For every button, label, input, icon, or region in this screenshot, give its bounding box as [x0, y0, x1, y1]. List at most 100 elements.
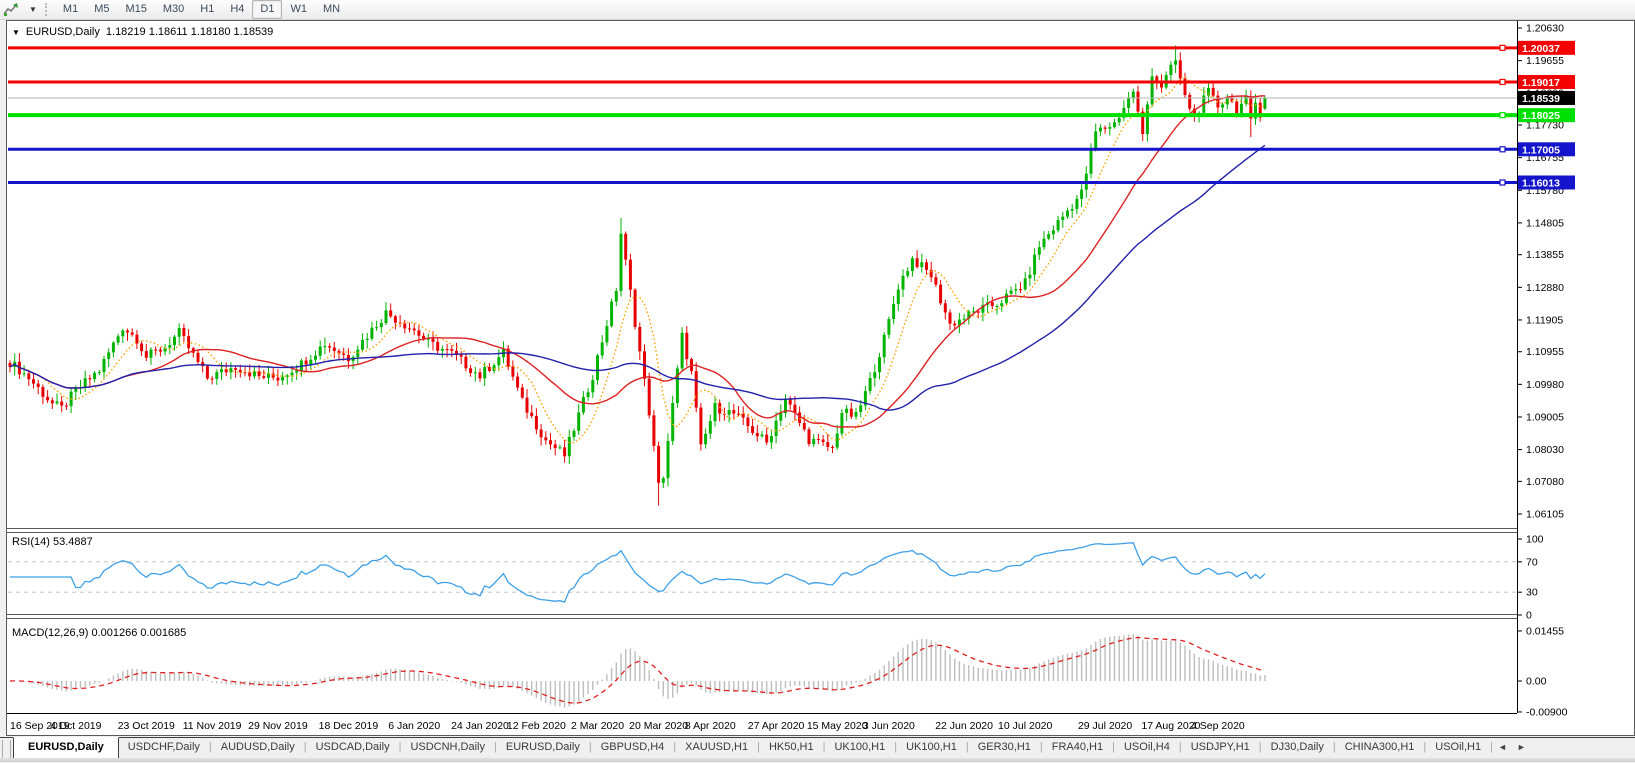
- chart-tab-gbpusd-h4[interactable]: GBPUSD,H4: [600, 741, 665, 753]
- svg-text:10 Jul 2020: 10 Jul 2020: [998, 720, 1052, 732]
- chart-tab-fra40-h1[interactable]: FRA40,H1: [1051, 741, 1104, 753]
- chart-tab-uk100-h1[interactable]: UK100,H1: [834, 741, 886, 753]
- tab-separator: |: [822, 741, 826, 753]
- toolbar-grip[interactable]: [44, 3, 47, 16]
- svg-text:1.20630: 1.20630: [1526, 23, 1564, 35]
- collapse-chart-icon[interactable]: ▼: [12, 27, 20, 37]
- tab-separator: |: [1178, 741, 1182, 753]
- svg-text:1.17005: 1.17005: [1522, 144, 1560, 156]
- svg-text:29 Jul 2020: 29 Jul 2020: [1078, 720, 1132, 732]
- chart-tab-usoil-h1[interactable]: USOil,H1: [1435, 741, 1482, 753]
- tab-separator: |: [494, 741, 497, 753]
- svg-text:1.16013: 1.16013: [1522, 177, 1560, 189]
- tab-separator: |: [673, 741, 677, 753]
- svg-text:0.00: 0.00: [1526, 676, 1547, 688]
- svg-text:1.09980: 1.09980: [1526, 379, 1564, 391]
- svg-text:1.19017: 1.19017: [1522, 77, 1560, 89]
- chart-tab-ger30-h1[interactable]: GER30,H1: [977, 741, 1031, 753]
- rsi-axis-ticks: 100 70 30 0: [1517, 534, 1544, 622]
- svg-text:2 Mar 2020: 2 Mar 2020: [571, 720, 624, 732]
- timeframe-button-h4[interactable]: H4: [230, 3, 245, 15]
- svg-text:1.07080: 1.07080: [1526, 476, 1564, 488]
- chart-tab-eurusd-daily[interactable]: EURUSD,Daily: [505, 741, 580, 753]
- timeframe-button-mn[interactable]: MN: [322, 3, 341, 15]
- status-strip: [0, 758, 1635, 762]
- svg-text:1.18539: 1.18539: [1522, 93, 1560, 105]
- tabs-scroll-left-icon[interactable]: ◄: [1497, 742, 1507, 752]
- chart-tab-hk50-h1[interactable]: HK50,H1: [768, 741, 814, 753]
- chart-tab-usdcad-daily[interactable]: USDCAD,Daily: [315, 741, 390, 753]
- chart-title-bar: ▼ EURUSD,Daily 1.18219 1.18611 1.18180 1…: [12, 26, 273, 38]
- svg-text:11 Nov 2019: 11 Nov 2019: [183, 720, 242, 732]
- fast-ma-line: [9, 76, 1265, 444]
- chart-tab-dj30-daily[interactable]: DJ30,Daily: [1270, 741, 1324, 753]
- indicator-arrow-icon[interactable]: [0, 1, 23, 18]
- price-chart-canvas[interactable]: 1.206301.196551.186801.177301.167551.157…: [0, 19, 1635, 737]
- svg-text:20 Mar 2020: 20 Mar 2020: [629, 720, 688, 732]
- svg-text:100: 100: [1526, 534, 1544, 546]
- tab-separator: |: [965, 741, 969, 753]
- timeframe-button-h1[interactable]: H1: [200, 3, 215, 15]
- chart-tab-uk100-h1[interactable]: UK100,H1: [906, 741, 957, 753]
- price-level-resistance-1.19017[interactable]: 1.19017: [8, 74, 1575, 89]
- chart-tab-eurusd-daily[interactable]: EURUSD,Daily: [13, 737, 119, 761]
- svg-text:4 Sep 2020: 4 Sep 2020: [1191, 720, 1245, 732]
- tab-separator: |: [588, 741, 592, 753]
- tabbar-grip[interactable]: [2, 740, 11, 758]
- svg-text:23 Oct 2019: 23 Oct 2019: [118, 720, 175, 732]
- svg-text:18 Dec 2019: 18 Dec 2019: [319, 720, 379, 732]
- chart-tab-usoil-h4[interactable]: USOil,H4: [1123, 741, 1170, 753]
- chart-tab-china300-h1[interactable]: CHINA300,H1: [1344, 741, 1415, 753]
- slow-ma-line: [9, 144, 1266, 411]
- timeframe-button-m1[interactable]: M1: [62, 3, 79, 15]
- price-level-support-1.16013[interactable]: 1.16013: [8, 175, 1575, 190]
- svg-text:1.09005: 1.09005: [1526, 411, 1564, 423]
- svg-text:8 Apr 2020: 8 Apr 2020: [685, 720, 736, 732]
- timeframe-button-w1[interactable]: W1: [290, 3, 307, 15]
- timeframe-toolbar: ▼ M1 M5 M15 M30 H1 H4 D1 W1 MN: [0, 0, 1635, 20]
- timeframe-button-m15[interactable]: M15: [125, 3, 147, 15]
- svg-text:-0.00900: -0.00900: [1526, 706, 1568, 718]
- macd-histogram: [9, 634, 1266, 708]
- svg-text:27 Apr 2020: 27 Apr 2020: [748, 720, 805, 732]
- macd-panel: [9, 634, 1266, 708]
- mid-ma-line: [9, 95, 1265, 428]
- chart-ohlc-readout: 1.18219 1.18611 1.18180 1.18539: [105, 26, 274, 38]
- current-price-marker: 1.18539: [8, 90, 1575, 105]
- chevron-down-icon[interactable]: ▼: [29, 5, 37, 14]
- chart-tab-usdjpy-h1[interactable]: USDJPY,H1: [1190, 741, 1250, 753]
- chart-tab-xauusd-h1[interactable]: XAUUSD,H1: [685, 741, 749, 753]
- chart-tab-usdchf-daily[interactable]: USDCHF,Daily: [127, 741, 200, 753]
- tabs-scroll-right-icon[interactable]: ►: [1516, 742, 1526, 752]
- tab-separator: |: [303, 741, 307, 753]
- chart-tab-audusd-daily[interactable]: AUDUSD,Daily: [220, 741, 295, 753]
- price-level-support-1.17005[interactable]: 1.17005: [8, 142, 1575, 157]
- svg-text:24 Jan 2020: 24 Jan 2020: [451, 720, 509, 732]
- svg-text:1.20037: 1.20037: [1522, 43, 1560, 55]
- price-level-pivot-1.18025[interactable]: 1.18025: [8, 108, 1575, 123]
- timeframe-button-m30[interactable]: M30: [162, 3, 185, 15]
- chart-symbol-period: EURUSD,Daily: [25, 26, 100, 38]
- price-level-resistance-1.20037[interactable]: 1.20037: [8, 40, 1575, 55]
- tab-separator: |: [1332, 741, 1336, 753]
- svg-text:1.17730: 1.17730: [1526, 120, 1564, 132]
- tab-separator: |: [1258, 741, 1262, 753]
- indicator-arrow-glyph: [3, 3, 18, 16]
- tab-separator: |: [894, 741, 898, 753]
- svg-text:6 Jan 2020: 6 Jan 2020: [388, 720, 440, 732]
- timeframe-button-d1[interactable]: D1: [252, 0, 283, 19]
- svg-text:4 Oct 2019: 4 Oct 2019: [50, 720, 102, 732]
- timeframe-button-m5[interactable]: M5: [94, 3, 110, 15]
- svg-text:3 Jun 2020: 3 Jun 2020: [863, 720, 915, 732]
- chart-tabs: EURUSD,Daily USDCHF,Daily | AUDUSD,Daily | US…: [13, 737, 1490, 762]
- svg-text:16 Sep 2019: 16 Sep 2019: [10, 720, 70, 732]
- rsi-panel: [8, 542, 1517, 603]
- tab-separator: |: [757, 741, 760, 753]
- tab-separator: |: [208, 741, 212, 753]
- svg-text:1.10955: 1.10955: [1526, 346, 1564, 358]
- svg-text:1.12880: 1.12880: [1526, 282, 1564, 294]
- chart-tab-usdcnh-daily[interactable]: USDCNH,Daily: [410, 741, 485, 753]
- tab-separator: |: [1039, 741, 1043, 753]
- svg-text:15 May 2020: 15 May 2020: [807, 720, 868, 732]
